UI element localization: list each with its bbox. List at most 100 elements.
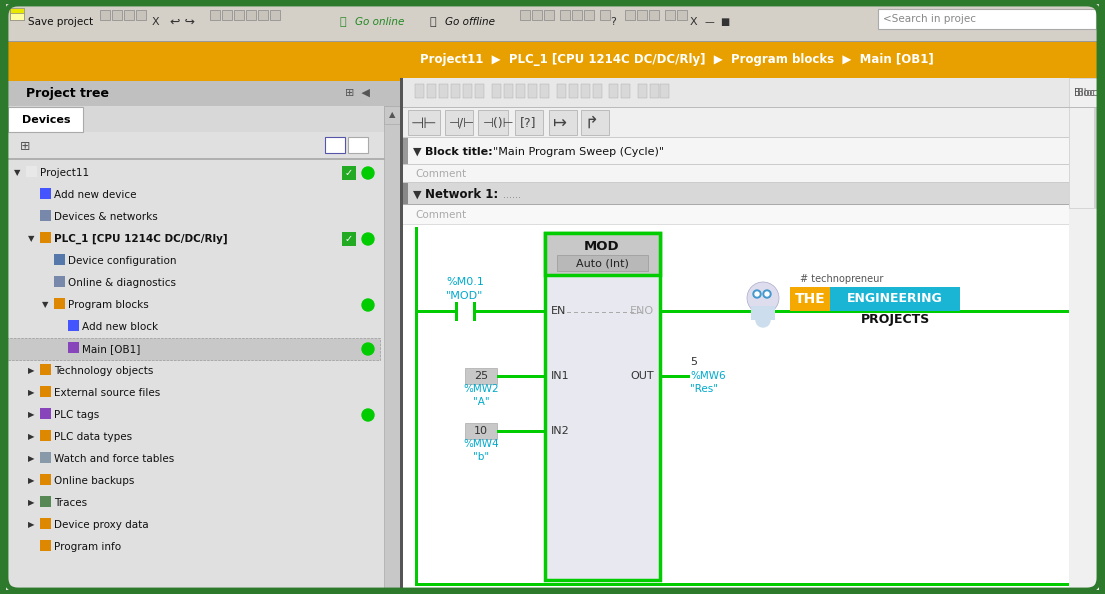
Text: 10: 10 (474, 426, 488, 436)
Bar (830, 287, 960, 311)
Text: ⊞: ⊞ (20, 140, 31, 153)
Bar (677, 10, 687, 20)
Bar (544, 10, 554, 20)
Bar (649, 10, 659, 20)
Bar (609, 311, 612, 313)
Bar (476, 310, 545, 313)
Bar (594, 311, 599, 313)
Text: Go online: Go online (355, 17, 404, 27)
FancyBboxPatch shape (6, 4, 1099, 590)
Bar (40, 408, 51, 419)
Bar (415, 227, 418, 586)
Bar (343, 232, 356, 246)
Bar (27, 166, 36, 177)
Bar (557, 255, 648, 271)
Text: %MW4: %MW4 (463, 439, 498, 449)
Text: ⊣/⊢: ⊣/⊢ (449, 116, 475, 129)
Bar (54, 254, 65, 265)
Bar (585, 10, 594, 20)
Bar (6, 42, 1099, 78)
Bar (40, 430, 51, 441)
Bar (6, 338, 380, 360)
Bar (545, 233, 660, 580)
Text: —  ■: — ■ (705, 17, 730, 27)
Text: ?: ? (610, 17, 615, 27)
Bar (325, 137, 345, 153)
Bar (69, 342, 78, 353)
Bar (615, 311, 620, 313)
Text: "Main Program Sweep (Cycle)": "Main Program Sweep (Cycle)" (493, 147, 664, 157)
Bar (457, 310, 473, 313)
Bar (520, 10, 530, 20)
Bar (403, 225, 1069, 588)
Bar (475, 84, 484, 98)
Bar (478, 110, 508, 135)
Bar (40, 364, 51, 375)
Bar (532, 10, 541, 20)
Text: "Res": "Res" (690, 384, 718, 394)
Bar (6, 158, 400, 160)
Text: %M0.1: %M0.1 (446, 277, 484, 287)
Bar (497, 375, 545, 378)
Bar (581, 84, 590, 98)
Bar (572, 10, 582, 20)
Bar (40, 496, 51, 507)
Bar (403, 164, 1069, 165)
Text: %MW6: %MW6 (690, 371, 726, 381)
Text: ⊞  ◀: ⊞ ◀ (345, 88, 370, 98)
Bar (234, 10, 244, 20)
Bar (545, 233, 660, 275)
Bar (638, 84, 648, 98)
Text: <Search in projec: <Search in projec (883, 14, 976, 24)
Bar (660, 84, 669, 98)
Bar (136, 10, 146, 20)
Bar (54, 276, 65, 287)
Bar (621, 84, 630, 98)
Text: ▶: ▶ (28, 476, 34, 485)
Bar (40, 540, 51, 551)
Text: PLC data types: PLC data types (54, 432, 133, 442)
Bar (403, 138, 1069, 165)
Text: %MW2: %MW2 (463, 384, 498, 394)
Text: Auto (Int): Auto (Int) (576, 258, 629, 268)
Circle shape (362, 299, 373, 311)
Circle shape (362, 167, 373, 179)
Bar (516, 84, 525, 98)
Bar (515, 110, 543, 135)
Text: THE: THE (794, 292, 825, 306)
Text: X: X (152, 17, 159, 27)
Text: Technology objects: Technology objects (54, 366, 154, 376)
Text: ⊣()⊢: ⊣()⊢ (483, 116, 515, 129)
Text: ▼: ▼ (413, 147, 421, 157)
Bar (69, 320, 78, 331)
Bar (557, 84, 566, 98)
Bar (10, 8, 24, 20)
Bar (403, 183, 1069, 205)
Bar (625, 10, 635, 20)
Bar (528, 84, 537, 98)
Bar (408, 110, 440, 135)
Text: "MOD": "MOD" (446, 291, 484, 301)
Bar (465, 368, 497, 384)
Circle shape (755, 292, 759, 296)
Text: ↦: ↦ (552, 114, 567, 132)
Circle shape (762, 290, 771, 298)
Text: Devices & networks: Devices & networks (54, 212, 158, 222)
Bar (451, 84, 460, 98)
Bar (40, 474, 51, 485)
Text: "b": "b" (473, 452, 490, 462)
Circle shape (362, 409, 373, 421)
Text: ▼: ▼ (14, 169, 21, 178)
Circle shape (756, 313, 770, 327)
Text: ↩ ↪: ↩ ↪ (170, 15, 194, 29)
Bar (403, 205, 1069, 225)
Bar (257, 10, 269, 20)
Text: ✓: ✓ (345, 168, 354, 178)
Text: ▶: ▶ (28, 432, 34, 441)
Bar (403, 138, 408, 165)
Bar (1069, 78, 1099, 208)
Bar (427, 84, 436, 98)
Bar (600, 10, 610, 20)
Text: IN1: IN1 (551, 371, 569, 381)
Bar (400, 78, 403, 590)
